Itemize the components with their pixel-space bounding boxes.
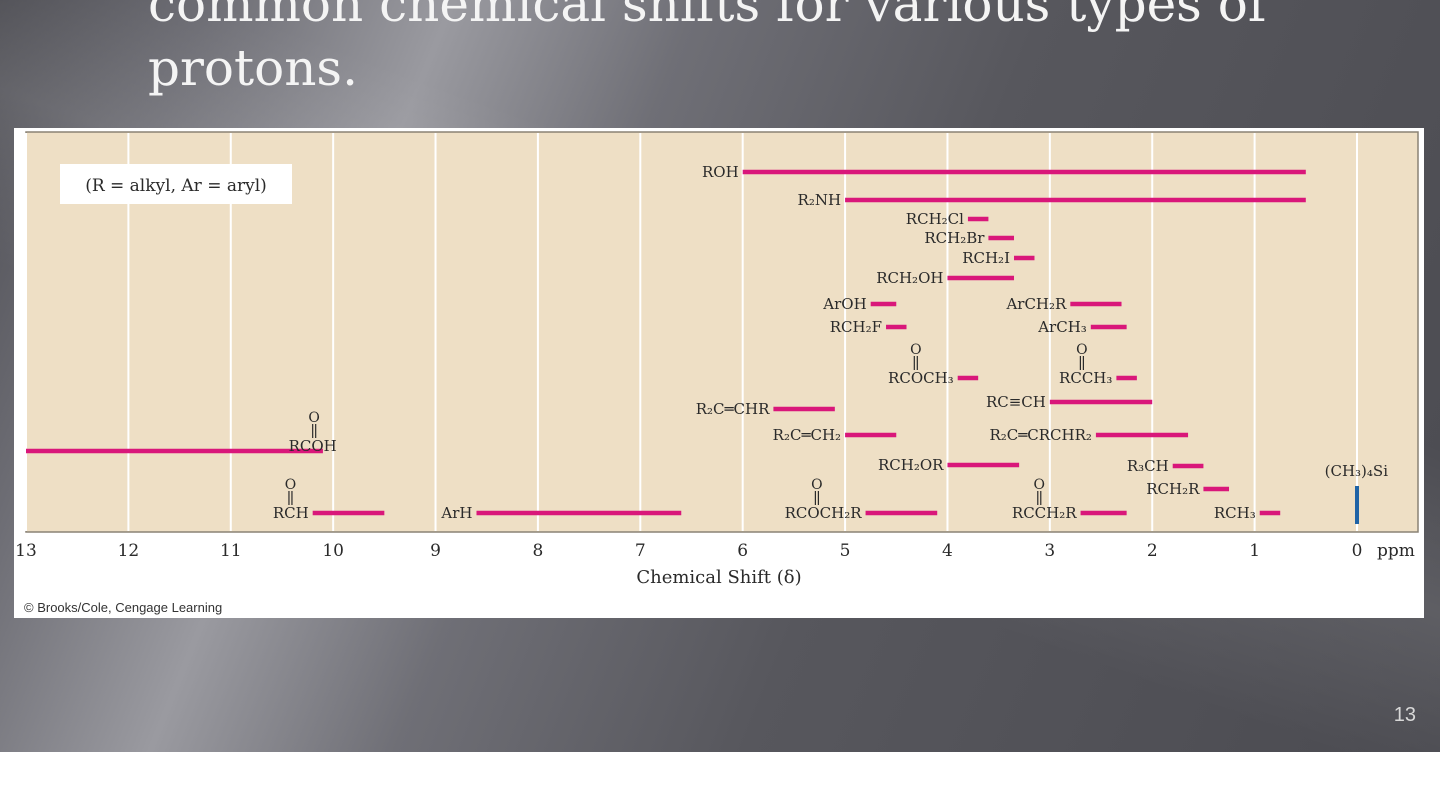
nmr-figure: 13 12 11 10 9 8 7 6 5 4 3 2 1 0 ROH R₂NH RCH₂Cl RCH₂Br RC… xyxy=(14,128,1424,618)
credit-text: © Brooks/Cole, Cengage Learning xyxy=(24,600,222,615)
slide-title: common chemical shifts for various types… xyxy=(148,0,1267,97)
range-label: RCH₂Br xyxy=(924,229,985,247)
range-label: RCCH₂R xyxy=(1012,504,1077,522)
x-tick-label: 0 xyxy=(1352,541,1363,561)
range-label: RCCH₃ xyxy=(1059,369,1112,387)
x-tick-label: 3 xyxy=(1044,541,1055,561)
reference-label: (CH₃)₄Si xyxy=(1325,462,1389,480)
x-tick-label: 7 xyxy=(635,541,646,561)
range-label: ArCH₂R xyxy=(1005,295,1067,313)
range-label: RCH₂OH xyxy=(876,269,943,287)
carbonyl-oxygen: O xyxy=(1034,477,1045,493)
range-label: R₃CH xyxy=(1127,457,1169,475)
x-tick-label: 1 xyxy=(1249,541,1260,561)
range-label: ArCH₃ xyxy=(1037,318,1087,336)
carbonyl-oxygen: O xyxy=(285,477,296,493)
range-bars xyxy=(26,169,1359,524)
x-tick-label: 10 xyxy=(322,541,344,561)
range-label: ArH xyxy=(440,504,472,522)
range-label: RCH₃ xyxy=(1214,504,1256,522)
x-tick-label: 6 xyxy=(737,541,748,561)
range-label: R₂C═CH₂ xyxy=(773,426,841,444)
x-tick-label: 2 xyxy=(1147,541,1158,561)
range-label: R₂C═CHR xyxy=(696,400,770,418)
x-tick-label: 12 xyxy=(118,541,140,561)
carbonyl-oxygen: O xyxy=(308,410,319,426)
range-label: RCH₂R xyxy=(1146,480,1200,498)
range-label: RCH xyxy=(273,504,309,522)
carbonyl-oxygen: O xyxy=(910,342,921,358)
x-axis-label: Chemical Shift (δ) xyxy=(636,567,801,588)
range-label: RCH₂OR xyxy=(878,456,944,474)
range-label: R₂NH xyxy=(798,191,842,209)
range-label: RCOH xyxy=(289,437,337,455)
x-tick-label: 13 xyxy=(15,541,37,561)
range-label: RCOCH₃ xyxy=(888,369,954,387)
range-label: RC≡CH xyxy=(986,393,1046,411)
range-label: ROH xyxy=(702,163,739,181)
range-label: RCH₂Cl xyxy=(906,210,964,228)
range-label: ArOH xyxy=(822,295,866,313)
page-number: 13 xyxy=(1393,704,1416,726)
x-tick-label: 4 xyxy=(942,541,953,561)
x-tick-label: 5 xyxy=(840,541,851,561)
note-box xyxy=(60,164,292,204)
x-tick-label: 9 xyxy=(430,541,441,561)
range-label: RCOCH₂R xyxy=(785,504,863,522)
slide-background: common chemical shifts for various types… xyxy=(0,0,1440,752)
range-label: RCH₂F xyxy=(830,318,882,336)
range-label: R₂C═CRCHR₂ xyxy=(989,426,1091,444)
carbonyl-oxygen: O xyxy=(811,477,822,493)
x-tick-labels: 13 12 11 10 9 8 7 6 5 4 3 2 1 0 xyxy=(15,541,1362,561)
chemical-shift-chart: 13 12 11 10 9 8 7 6 5 4 3 2 1 0 ROHR₂NHRCH₂ClRCH₂BrRC… xyxy=(15,131,1419,615)
range-label: RCH₂I xyxy=(962,249,1010,267)
x-unit-label: ppm xyxy=(1377,541,1415,561)
carbonyl-oxygen: O xyxy=(1076,342,1087,358)
x-tick-label: 8 xyxy=(533,541,544,561)
x-tick-label: 11 xyxy=(220,541,242,561)
note-text: (R = alkyl, Ar = aryl) xyxy=(85,176,267,196)
